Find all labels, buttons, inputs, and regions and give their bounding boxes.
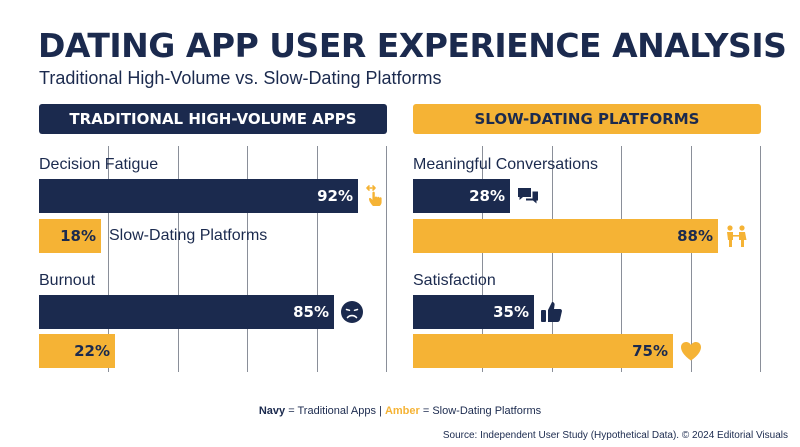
data-label: 85% [293,303,329,321]
thumbs-up-icon [540,300,564,324]
panel-header-traditional: TRADITIONAL HIGH-VOLUME APPS [39,104,387,134]
heart-icon [679,339,703,363]
bar-navy [413,295,534,329]
metric-label: Decision Fatigue [39,156,159,173]
gridline [177,146,179,372]
gridline [690,146,692,372]
gridline [247,146,249,372]
chat-bubbles-icon [516,184,540,208]
legend-navy-key: Navy [258,405,286,417]
gridline [551,146,553,372]
chart-legend: Navy = Traditional Apps | Amber = Slow-D… [0,405,800,417]
source-note: Source: Independent User Study (Hypothet… [442,430,788,441]
gridline [386,146,387,372]
data-label: 75% [632,342,668,360]
data-label: 35% [493,303,529,321]
hand-swipe-icon [364,184,388,208]
metric-label: Burnout [39,272,96,289]
legend-separator: | [379,405,382,417]
gridline [760,146,761,372]
bar-amber [413,334,673,368]
data-label: 28% [469,187,505,205]
gridline [108,146,110,372]
sad-face-icon [340,300,364,324]
legend-amber-key: Amber [384,405,420,417]
data-label: 18% [60,227,96,245]
data-label: 88% [677,227,713,245]
page-subtitle: Traditional High-Volume vs. Slow-Dating … [39,68,442,88]
bar-inline-label: Slow-Dating Platforms [109,227,268,244]
bar-navy [413,179,510,213]
data-label: 22% [74,342,110,360]
couple-icon [724,224,748,248]
metric-label: Meaningful Conversations [413,156,598,173]
panel-header-slow-dating: SLOW-DATING PLATFORMS [413,104,761,134]
bar-amber [39,334,115,368]
gridline [621,146,623,372]
page-title: DATING APP USER EXPERIENCE ANALYSIS [38,26,787,65]
legend-navy-text: = Traditional Apps [288,405,376,417]
gridline [482,146,484,372]
data-label: 92% [317,187,353,205]
gridline [316,146,318,372]
legend-amber-text: = Slow-Dating Platforms [422,405,542,417]
metric-label: Satisfaction [413,272,496,289]
bar-navy [39,179,358,213]
bar-amber [39,219,101,253]
bar-navy [39,295,334,329]
bar-amber [413,219,718,253]
